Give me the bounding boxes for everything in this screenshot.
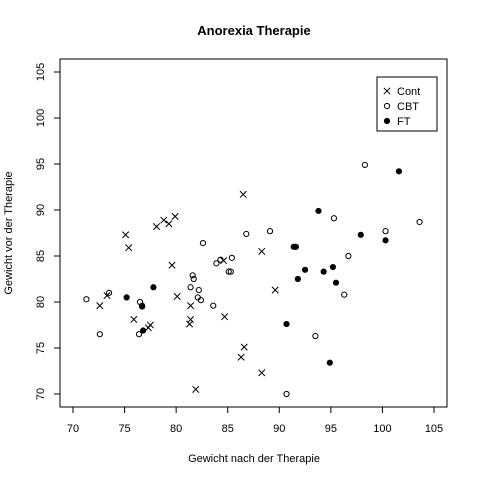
data-point	[187, 315, 195, 324]
series-ft	[123, 168, 403, 366]
y-tick-label: 70	[35, 388, 47, 400]
legend-label-ft: FT	[397, 116, 411, 128]
data-point	[96, 302, 104, 310]
data-point	[122, 231, 130, 239]
data-point	[320, 268, 327, 275]
data-point	[83, 296, 90, 303]
data-point	[329, 263, 337, 271]
y-tick-label: 80	[35, 296, 47, 308]
x-axis: 70 75 80 85 90 95 100 105	[67, 406, 443, 435]
x-tick-label: 75	[118, 423, 130, 435]
data-point	[146, 321, 154, 329]
data-point	[189, 272, 196, 279]
data-point	[258, 369, 266, 377]
data-point	[258, 247, 266, 255]
data-point	[210, 302, 217, 309]
y-axis: 70 75 80 85 90 95 100 105	[35, 63, 61, 400]
data-point	[150, 284, 157, 291]
data-point	[283, 320, 290, 328]
y-tick-label: 85	[35, 250, 47, 262]
data-point	[382, 228, 389, 235]
data-point	[395, 168, 403, 175]
data-point	[125, 244, 133, 252]
x-tick-label: 80	[170, 423, 182, 435]
data-point	[190, 275, 197, 283]
data-point	[292, 243, 299, 250]
x-tick-label: 105	[425, 423, 443, 435]
data-point	[103, 292, 111, 300]
y-tick-label: 90	[35, 204, 47, 216]
data-point	[140, 327, 147, 334]
data-point	[361, 161, 368, 169]
data-point	[195, 286, 202, 294]
data-point	[266, 228, 274, 235]
data-point	[106, 289, 113, 296]
x-axis-title: Gewicht nach der Therapie	[188, 453, 320, 465]
data-point	[123, 294, 130, 301]
data-point	[160, 216, 168, 224]
data-point	[416, 218, 423, 226]
x-tick-label: 85	[222, 423, 234, 435]
y-tick-label: 75	[35, 342, 47, 354]
data-point	[301, 266, 309, 273]
data-point	[220, 257, 228, 265]
x-tick-label: 95	[325, 423, 337, 435]
data-point	[130, 315, 138, 324]
data-point	[213, 260, 220, 267]
chart-title: Anorexia Therapie	[197, 23, 310, 38]
data-point	[192, 385, 200, 393]
data-point	[225, 268, 232, 275]
data-point	[139, 302, 146, 309]
data-point	[294, 275, 301, 283]
data-point	[237, 353, 245, 361]
data-point	[315, 207, 322, 215]
y-axis-title: Gewicht vor der Therapie	[3, 171, 15, 294]
x-tick-label: 90	[273, 423, 285, 435]
legend-marker-cbt	[383, 102, 391, 110]
data-point	[330, 215, 338, 222]
legend-marker-cont	[383, 87, 391, 95]
y-tick-label: 100	[35, 109, 47, 127]
data-point	[228, 254, 235, 261]
data-point	[173, 292, 181, 301]
data-point	[345, 252, 352, 260]
data-point	[271, 286, 279, 294]
data-point	[326, 359, 333, 366]
data-point	[187, 302, 195, 310]
series-cont	[96, 190, 279, 393]
data-point	[165, 220, 173, 228]
data-point	[239, 190, 247, 198]
data-point	[240, 343, 248, 351]
legend-label-cbt: CBT	[397, 101, 419, 113]
y-tick-label: 105	[35, 63, 47, 81]
data-point	[312, 332, 319, 340]
data-point	[227, 268, 234, 275]
data-point	[382, 237, 389, 244]
x-tick-label: 70	[67, 423, 79, 435]
data-point	[341, 291, 348, 298]
data-point	[243, 230, 250, 238]
data-point	[187, 284, 194, 291]
data-point	[217, 256, 224, 263]
legend: Cont CBT FT	[376, 76, 438, 132]
data-point	[171, 212, 179, 220]
data-point	[357, 231, 364, 238]
data-point	[96, 331, 103, 338]
legend-marker-ft	[383, 117, 391, 125]
data-point	[152, 223, 161, 231]
legend-label-cont: Cont	[397, 86, 420, 98]
y-tick-label: 95	[35, 158, 47, 170]
data-point	[199, 240, 207, 247]
data-point	[135, 331, 143, 338]
data-point	[332, 279, 340, 286]
data-points	[83, 161, 423, 398]
x-tick-label: 100	[373, 423, 391, 435]
data-point	[221, 313, 229, 321]
data-point	[168, 261, 176, 269]
data-point	[283, 390, 290, 398]
data-point	[197, 297, 204, 304]
